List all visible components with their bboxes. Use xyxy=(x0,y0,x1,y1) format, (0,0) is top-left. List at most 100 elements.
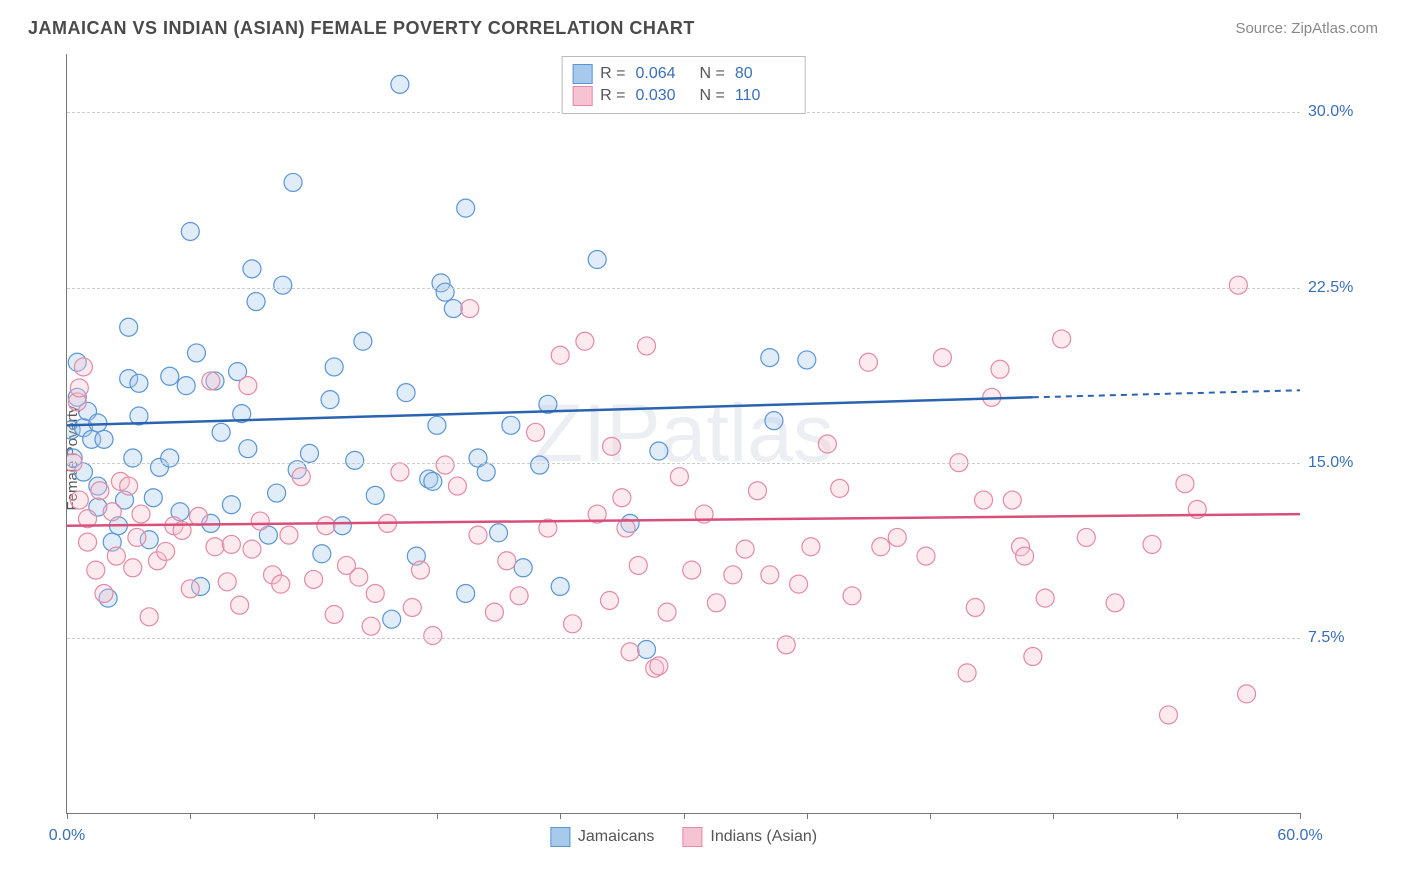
scatter-point-jamaicans xyxy=(222,496,240,514)
scatter-point-jamaicans xyxy=(300,444,318,462)
scatter-point-jamaicans xyxy=(638,641,656,659)
scatter-point-indians xyxy=(670,468,688,486)
scatter-point-jamaicans xyxy=(130,374,148,392)
scatter-point-indians xyxy=(617,519,635,537)
scatter-point-indians xyxy=(485,603,503,621)
scatter-point-jamaicans xyxy=(798,351,816,369)
scatter-point-indians xyxy=(1176,475,1194,493)
scatter-point-jamaicans xyxy=(436,283,454,301)
scatter-point-jamaicans xyxy=(161,449,179,467)
scatter-point-indians xyxy=(124,559,142,577)
series-legend-label: Jamaicans xyxy=(578,828,654,846)
scatter-point-jamaicans xyxy=(650,442,668,460)
scatter-point-indians xyxy=(621,643,639,661)
scatter-point-indians xyxy=(761,566,779,584)
scatter-point-indians xyxy=(222,535,240,553)
scatter-point-jamaicans xyxy=(551,577,569,595)
scatter-point-jamaicans xyxy=(457,199,475,217)
scatter-point-jamaicans xyxy=(161,367,179,385)
x-tick xyxy=(807,813,808,819)
scatter-point-jamaicans xyxy=(274,276,292,294)
scatter-point-indians xyxy=(629,556,647,574)
scatter-point-indians xyxy=(576,332,594,350)
scatter-point-indians xyxy=(1024,648,1042,666)
series-legend-item-indians: Indians (Asian) xyxy=(682,827,817,847)
scatter-point-jamaicans xyxy=(243,260,261,278)
scatter-point-indians xyxy=(1106,594,1124,612)
x-tick xyxy=(314,813,315,819)
scatter-point-indians xyxy=(218,573,236,591)
scatter-point-jamaicans xyxy=(321,391,339,409)
scatter-point-indians xyxy=(448,477,466,495)
scatter-point-indians xyxy=(280,526,298,544)
scatter-point-indians xyxy=(103,503,121,521)
scatter-point-indians xyxy=(424,627,442,645)
legend-n-label: N = xyxy=(700,65,725,83)
legend-swatch xyxy=(550,827,570,847)
scatter-point-jamaicans xyxy=(428,416,446,434)
scatter-point-jamaicans xyxy=(354,332,372,350)
scatter-point-jamaicans xyxy=(325,358,343,376)
scatter-point-jamaicans xyxy=(444,300,462,318)
legend-r-label: R = xyxy=(600,87,625,105)
scatter-point-indians xyxy=(551,346,569,364)
legend-row-jamaicans: R =0.064N =80 xyxy=(572,63,791,85)
scatter-point-indians xyxy=(403,598,421,616)
scatter-point-jamaicans xyxy=(588,251,606,269)
scatter-point-indians xyxy=(317,517,335,535)
scatter-point-indians xyxy=(658,603,676,621)
scatter-point-jamaicans xyxy=(761,349,779,367)
scatter-point-jamaicans xyxy=(284,173,302,191)
x-tick xyxy=(930,813,931,819)
x-tick xyxy=(1053,813,1054,819)
correlation-legend: R =0.064N =80R =0.030N =110 xyxy=(561,56,806,114)
scatter-point-jamaicans xyxy=(490,524,508,542)
scatter-point-indians xyxy=(243,540,261,558)
scatter-point-jamaicans xyxy=(502,416,520,434)
scatter-point-indians xyxy=(958,664,976,682)
scatter-point-indians xyxy=(975,491,993,509)
scatter-point-jamaicans xyxy=(457,584,475,602)
scatter-point-indians xyxy=(70,379,88,397)
scatter-point-indians xyxy=(120,477,138,495)
scatter-point-indians xyxy=(292,468,310,486)
scatter-point-indians xyxy=(707,594,725,612)
scatter-point-jamaicans xyxy=(397,384,415,402)
scatter-point-indians xyxy=(872,538,890,556)
scatter-point-indians xyxy=(350,568,368,586)
scatter-point-indians xyxy=(305,570,323,588)
legend-row-indians: R =0.030N =110 xyxy=(572,85,791,107)
y-tick-label: 7.5% xyxy=(1308,629,1378,647)
scatter-point-indians xyxy=(736,540,754,558)
scatter-point-jamaicans xyxy=(187,344,205,362)
scatter-point-indians xyxy=(366,584,384,602)
scatter-point-jamaicans xyxy=(89,414,107,432)
scatter-point-indians xyxy=(391,463,409,481)
scatter-point-indians xyxy=(650,657,668,675)
legend-swatch xyxy=(682,827,702,847)
scatter-point-indians xyxy=(469,526,487,544)
series-legend-label: Indians (Asian) xyxy=(710,828,817,846)
chart-title: JAMAICAN VS INDIAN (ASIAN) FEMALE POVERT… xyxy=(28,18,695,39)
scatter-point-indians xyxy=(411,561,429,579)
scatter-point-indians xyxy=(107,547,125,565)
chart-svg xyxy=(67,54,1300,813)
legend-r-label: R = xyxy=(600,65,625,83)
scatter-point-indians xyxy=(461,300,479,318)
scatter-point-indians xyxy=(74,358,92,376)
scatter-point-indians xyxy=(251,512,269,530)
scatter-point-indians xyxy=(1003,491,1021,509)
scatter-point-jamaicans xyxy=(247,293,265,311)
scatter-point-indians xyxy=(1077,528,1095,546)
scatter-point-indians xyxy=(724,566,742,584)
scatter-point-jamaicans xyxy=(313,545,331,563)
scatter-point-indians xyxy=(683,561,701,579)
scatter-point-indians xyxy=(1229,276,1247,294)
scatter-point-indians xyxy=(888,528,906,546)
scatter-point-indians xyxy=(601,591,619,609)
scatter-point-indians xyxy=(638,337,656,355)
scatter-point-indians xyxy=(802,538,820,556)
gridline xyxy=(67,638,1300,639)
scatter-point-indians xyxy=(140,608,158,626)
scatter-point-indians xyxy=(157,542,175,560)
